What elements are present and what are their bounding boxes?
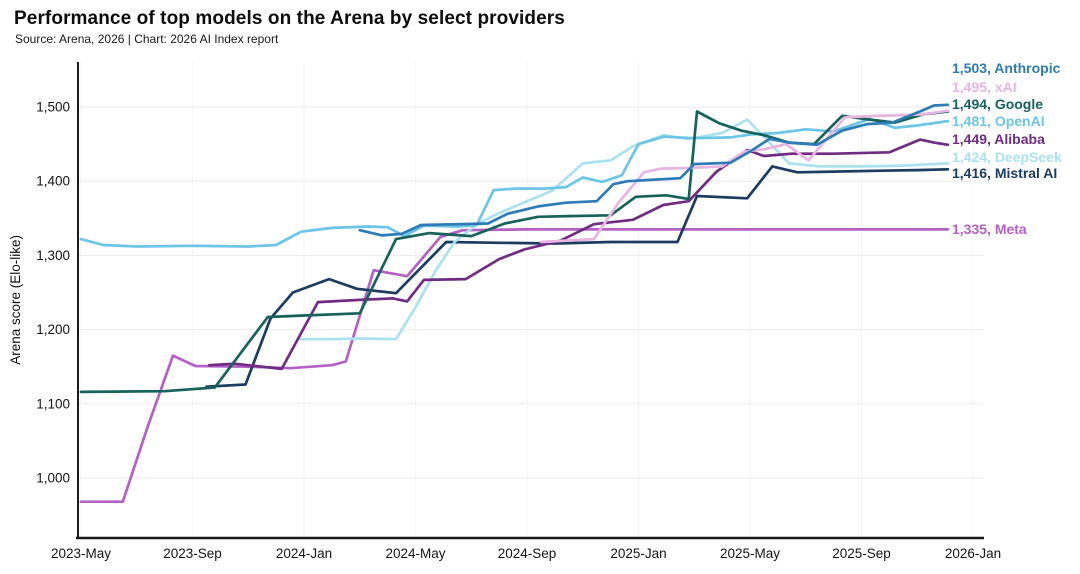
legend-label-xai: 1,495, xAI (952, 79, 1017, 95)
series-line-google (79, 110, 950, 394)
page-subtitle: Source: Arena, 2026 | Chart: 2026 AI Ind… (15, 32, 279, 46)
series-line-mistral-ai (205, 165, 950, 389)
series-line-meta (79, 228, 950, 504)
page-title: Performance of top models on the Arena b… (14, 8, 565, 29)
y-tick-label: 1,500 (36, 100, 70, 115)
legend-label-openai: 1,481, OpenAI (952, 113, 1045, 129)
y-tick-label: 1,300 (36, 248, 70, 263)
x-tick-label: 2025-Jan (610, 546, 666, 561)
legend-label-meta: 1,335, Meta (952, 221, 1027, 237)
legend-label-alibaba: 1,449, Alibaba (952, 131, 1045, 147)
x-tick-label: 2024-May (385, 546, 445, 561)
legend-label-anthropic: 1,503, Anthropic (952, 60, 1061, 76)
x-tick-label: 2026-Jan (945, 546, 1001, 561)
y-tick-label: 1,100 (36, 396, 70, 411)
x-tick-label: 2023-May (51, 546, 111, 561)
y-tick-label: 1,000 (36, 471, 70, 486)
legend-label-mistral-ai: 1,416, Mistral AI (952, 165, 1057, 181)
series-line-anthropic (358, 103, 950, 237)
x-tick-label: 2025-May (720, 546, 780, 561)
x-tick-label: 2023-Sep (163, 546, 222, 561)
series-line-deepseek (297, 118, 950, 341)
legend-label-deepseek: 1,424, DeepSeek (952, 149, 1062, 165)
series-line-alibaba (207, 138, 950, 371)
x-tick-label: 2024-Jan (276, 546, 332, 561)
y-tick-label: 1,200 (36, 322, 70, 337)
legend-label-google: 1,494, Google (952, 96, 1043, 112)
series-line-openai (79, 117, 950, 248)
x-tick-label: 2024-Sep (498, 546, 557, 561)
y-tick-label: 1,400 (36, 174, 70, 189)
x-tick-label: 2025-Sep (832, 546, 891, 561)
